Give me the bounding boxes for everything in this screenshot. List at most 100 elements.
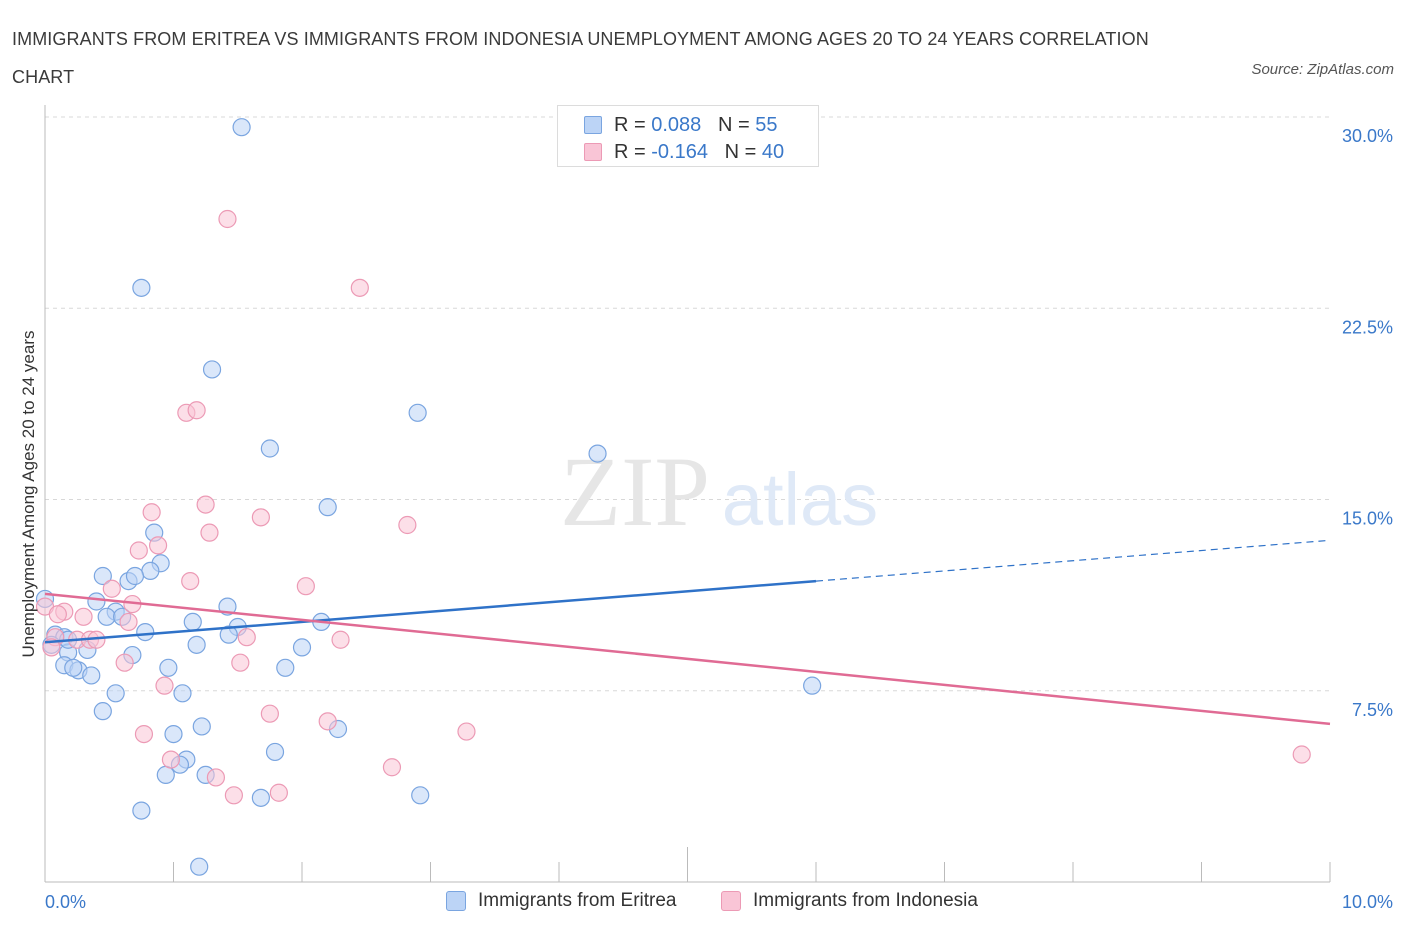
- watermark: ZIP atlas: [560, 436, 878, 547]
- eritrea-point-12: [125, 566, 145, 586]
- tick-labels: 7.5% 15.0% 22.5% 30.0% 0.0% 10.0%: [45, 126, 1393, 912]
- eritrea-legend-label: Immigrants from Eritrea: [478, 890, 677, 911]
- indonesia-point-27: [115, 653, 134, 672]
- legend-r-value: -0.164: [651, 141, 708, 163]
- indonesia-point-7: [398, 515, 417, 535]
- indonesia-legend-swatch: [721, 891, 741, 911]
- indonesia-point-28: [231, 653, 250, 672]
- eritrea-point-2: [202, 360, 222, 379]
- eritrea-point-44: [265, 742, 285, 762]
- correlation-legend: R = 0.088 N = 55 R = -0.164 N = 40: [557, 105, 819, 167]
- eritrea-point-0: [232, 118, 251, 137]
- legend-n-label: N =: [717, 114, 756, 136]
- indonesia-point-33: [134, 724, 154, 744]
- indonesia-point-39: [1292, 745, 1311, 764]
- indonesia-point-5: [142, 503, 161, 522]
- eritrea-point-48: [251, 788, 270, 807]
- eritrea-point-39: [803, 676, 822, 695]
- eritrea-point-29: [187, 635, 206, 654]
- indonesia-trend-line: [44, 592, 1331, 726]
- eritrea-point-41: [192, 717, 211, 736]
- eritrea-trend-extension: [815, 539, 1331, 582]
- indonesia-point-30: [260, 704, 279, 723]
- eritrea-point-30: [292, 638, 312, 657]
- indonesia-legend-label: Immigrants from Indonesia: [753, 890, 978, 911]
- legend-text-indonesia: R = -0.164 N = 40: [614, 138, 784, 166]
- indonesia-point-32: [457, 722, 476, 741]
- indonesia-point-1: [350, 278, 369, 297]
- eritrea-point-3: [408, 403, 427, 422]
- chart-title: IMMIGRANTS FROM ERITREA VS IMMIGRANTS FR…: [12, 29, 1149, 87]
- eritrea-point-35: [159, 658, 178, 677]
- y-tick-label-2: 22.5%: [1342, 317, 1393, 337]
- indonesia-point-11: [181, 571, 200, 591]
- indonesia-point-36: [206, 768, 226, 787]
- indonesia-point-25: [331, 630, 350, 649]
- eritrea-point-50: [132, 801, 151, 820]
- y-axis-label: Unemployment Among Ages 20 to 24 years: [19, 331, 38, 658]
- indonesia-point-6: [251, 508, 270, 527]
- watermark-atlas: atlas: [722, 458, 878, 541]
- watermark-zip: ZIP: [560, 436, 710, 547]
- legend-n-value: 40: [761, 141, 785, 163]
- indonesia-point-4: [196, 495, 215, 514]
- eritrea-point-40: [93, 702, 112, 721]
- indonesia-point-8: [200, 523, 219, 542]
- indonesia-point-13: [102, 579, 121, 598]
- indonesia-point-3: [187, 401, 206, 420]
- x-tick-label-1: 10.0%: [1342, 892, 1393, 912]
- legend-n-value: 55: [755, 114, 778, 136]
- eritrea-point-5: [588, 444, 607, 463]
- legend-r-label: R =: [614, 141, 652, 163]
- grid-layer: [45, 116, 1330, 692]
- indonesia-point-10: [129, 541, 148, 560]
- indonesia-point-38: [269, 783, 288, 802]
- eritrea-point-53: [64, 658, 83, 677]
- eritrea-point-11: [141, 561, 160, 581]
- eritrea-point-1: [132, 278, 151, 297]
- legend-n-label: N =: [724, 141, 762, 163]
- indonesia-point-12: [296, 577, 315, 596]
- legend-text-eritrea: R = 0.088 N = 55: [614, 111, 777, 139]
- indonesia-point-17: [48, 605, 67, 624]
- eritrea-point-37: [106, 684, 125, 703]
- indonesia-point-34: [161, 750, 181, 769]
- eritrea-point-51: [190, 857, 209, 876]
- indonesia-point-31: [318, 712, 337, 731]
- axis-layer: [44, 105, 1331, 883]
- eritrea-point-49: [411, 786, 430, 805]
- legend-r-value: 0.088: [651, 114, 702, 136]
- eritrea-point-25: [219, 625, 238, 644]
- eritrea-point-4: [260, 439, 279, 458]
- eritrea-point-16: [97, 607, 116, 626]
- x-tick-label-0: 0.0%: [45, 892, 86, 912]
- trend-layer: [44, 539, 1331, 726]
- eritrea-legend-swatch: [446, 891, 466, 911]
- indonesia-point-9: [148, 536, 168, 555]
- eritrea-point-43: [164, 724, 183, 744]
- eritrea-point-19: [183, 612, 202, 632]
- indonesia-point-0: [218, 209, 237, 229]
- legend-r-label: R =: [614, 114, 652, 136]
- y-tick-label-1: 15.0%: [1342, 509, 1393, 529]
- indonesia-point-24: [237, 628, 256, 647]
- eritrea-swatch: [584, 116, 602, 134]
- y-tick-label-3: 30.0%: [1342, 126, 1393, 146]
- eritrea-point-34: [82, 666, 101, 685]
- eritrea-point-10: [93, 566, 112, 586]
- y-tick-label-0: 7.5%: [1352, 700, 1393, 720]
- eritrea-point-38: [173, 684, 192, 703]
- eritrea-point-6: [318, 498, 337, 517]
- indonesia-point-37: [224, 786, 243, 805]
- eritrea-point-46: [156, 765, 175, 785]
- eritrea-trend-line: [44, 579, 817, 644]
- indonesia-swatch: [584, 143, 602, 161]
- eritrea-point-36: [276, 658, 295, 677]
- indonesia-point-35: [382, 758, 402, 777]
- indonesia-point-29: [155, 676, 174, 695]
- indonesia-point-18: [74, 607, 93, 626]
- source-label: Source: ZipAtlas.com: [1251, 61, 1394, 78]
- eritrea-point-24: [136, 622, 155, 642]
